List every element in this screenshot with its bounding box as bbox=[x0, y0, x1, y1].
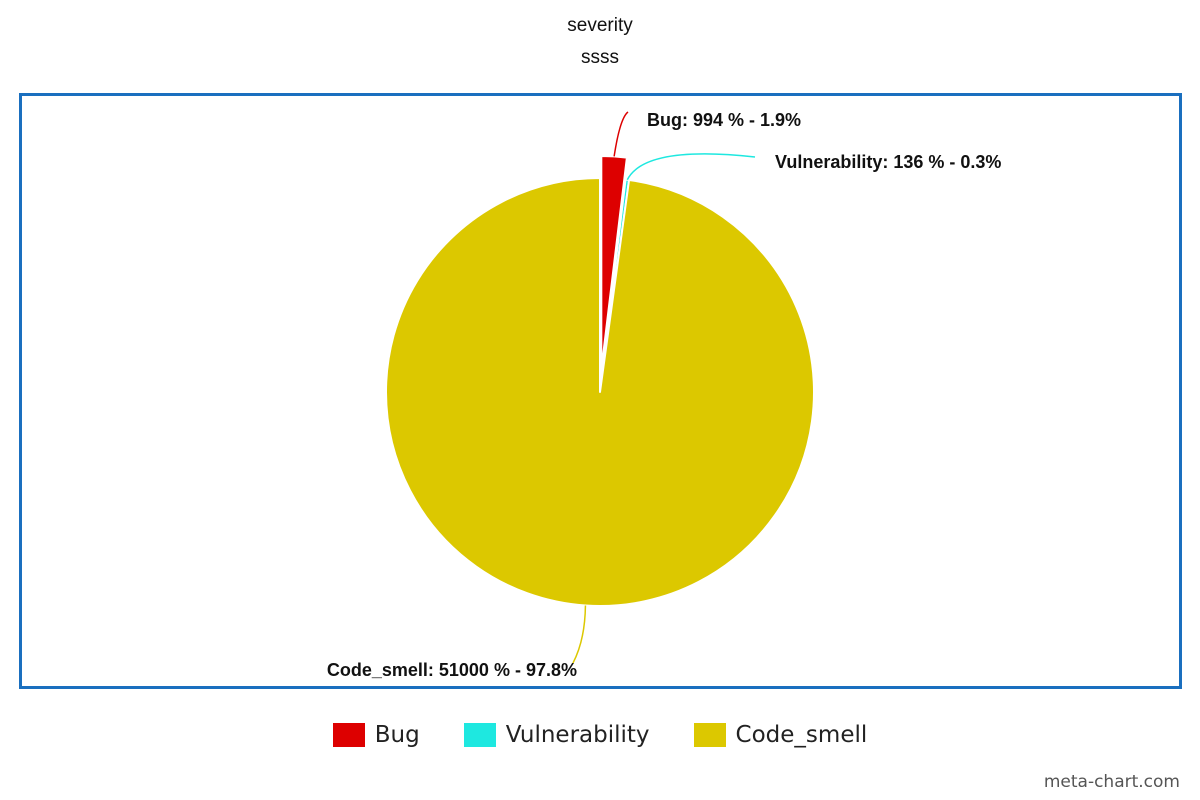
data-label-code-smell: Code_smell: 51000 % - 97.8% bbox=[327, 660, 577, 680]
data-label-vulnerability: Vulnerability: 136 % - 0.3% bbox=[775, 152, 1001, 172]
leader-line-code-smell bbox=[572, 605, 587, 664]
pie-slice-code-smell[interactable] bbox=[385, 177, 815, 607]
legend-item-vulnerability[interactable]: Vulnerability bbox=[463, 722, 650, 748]
data-label-bug: Bug: 994 % - 1.9% bbox=[647, 110, 801, 130]
chart-subtitle: ssss bbox=[581, 47, 619, 68]
chart-title: severity bbox=[567, 15, 633, 36]
legend-label-vulnerability: Vulnerability bbox=[505, 722, 650, 748]
legend-swatch-bug bbox=[332, 723, 365, 747]
leader-line-vulnerability bbox=[626, 153, 756, 181]
chart-legend: Bug Vulnerability Code_smell bbox=[0, 722, 1200, 748]
leader-line-bug bbox=[613, 111, 629, 157]
legend-item-bug[interactable]: Bug bbox=[332, 722, 420, 748]
legend-swatch-vulnerability bbox=[463, 723, 496, 747]
legend-label-code-smell: Code_smell bbox=[735, 722, 868, 748]
legend-item-code-smell[interactable]: Code_smell bbox=[693, 722, 868, 748]
watermark[interactable]: meta-chart.com bbox=[1043, 772, 1180, 792]
legend-label-bug: Bug bbox=[374, 722, 420, 748]
legend-swatch-code-smell bbox=[693, 723, 726, 747]
